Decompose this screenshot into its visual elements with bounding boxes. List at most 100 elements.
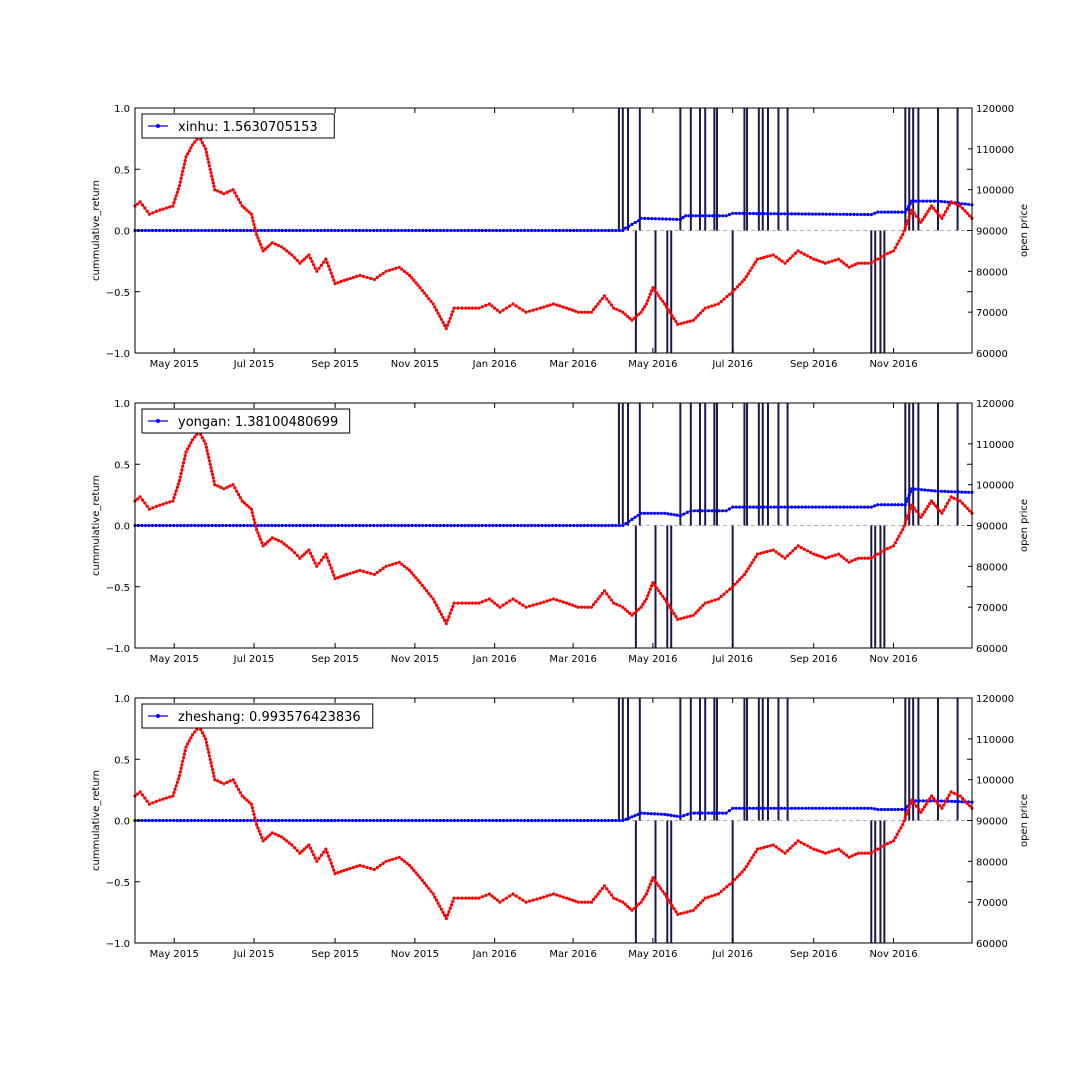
data-point <box>791 549 795 553</box>
data-point <box>724 214 728 218</box>
data-point <box>558 304 562 308</box>
data-point <box>731 806 735 810</box>
data-point <box>280 818 284 823</box>
data-point <box>908 212 913 216</box>
data-point <box>953 490 957 494</box>
data-point <box>906 809 910 813</box>
data-point <box>592 602 596 607</box>
data-point <box>414 871 418 875</box>
data-point <box>713 598 717 602</box>
data-point <box>821 505 825 509</box>
data-point <box>498 228 502 233</box>
data-point <box>899 531 903 535</box>
data-point <box>738 577 742 582</box>
data-point <box>459 818 463 823</box>
data-point <box>182 461 186 465</box>
data-point <box>612 306 616 310</box>
data-point <box>768 549 772 553</box>
data-point <box>924 507 928 511</box>
x-tick-label: May 2016 <box>628 359 677 370</box>
data-point <box>696 811 700 815</box>
data-point <box>960 490 964 494</box>
data-point <box>158 208 162 212</box>
data-point <box>907 205 911 209</box>
data-point <box>607 595 611 599</box>
data-point <box>538 601 543 605</box>
data-point <box>547 523 551 528</box>
data-point <box>319 558 323 562</box>
data-point <box>780 259 784 263</box>
x-tick-label: Jul 2016 <box>711 949 753 960</box>
data-point <box>452 896 456 900</box>
data-point <box>548 303 552 307</box>
data-point <box>308 228 313 233</box>
data-point <box>682 814 686 818</box>
cumulative-return-line-markers <box>133 799 974 823</box>
data-point <box>389 228 393 233</box>
data-point <box>814 806 818 810</box>
data-point <box>558 599 562 603</box>
data-point <box>263 818 267 823</box>
data-point <box>333 872 337 876</box>
data-point <box>903 210 907 214</box>
data-point <box>204 147 208 151</box>
data-point <box>679 912 683 916</box>
x-tick-label: Sep 2016 <box>790 654 837 665</box>
data-point <box>231 483 235 487</box>
data-point <box>636 812 640 817</box>
data-point <box>533 818 537 823</box>
x-tick-label: Mar 2016 <box>549 654 597 665</box>
left-tick-label: −0.5 <box>106 583 130 594</box>
data-point <box>725 295 729 299</box>
data-point <box>688 614 692 618</box>
data-point <box>190 438 195 442</box>
data-point <box>589 818 593 823</box>
data-point <box>533 228 537 233</box>
data-point <box>821 260 825 264</box>
data-point <box>807 505 811 509</box>
data-point <box>802 252 806 256</box>
data-point <box>295 848 299 853</box>
data-point <box>842 851 846 855</box>
data-point <box>511 892 515 896</box>
data-point <box>372 277 376 282</box>
legend-box <box>141 408 351 434</box>
data-point <box>242 523 246 528</box>
x-tick-label: Sep 2016 <box>790 359 837 370</box>
data-point <box>293 551 297 555</box>
x-tick-label: Nov 2016 <box>869 654 917 665</box>
data-point <box>441 615 445 620</box>
data-point <box>890 807 894 812</box>
data-point <box>216 484 220 488</box>
data-point <box>280 523 284 528</box>
data-point <box>211 771 215 775</box>
data-point <box>176 482 180 486</box>
data-point <box>609 303 614 307</box>
data-point <box>400 562 404 566</box>
x-tick-label: Sep 2015 <box>311 654 358 665</box>
data-point <box>862 212 867 217</box>
data-point <box>576 605 580 609</box>
data-point <box>439 612 443 616</box>
data-point <box>725 885 729 889</box>
data-point <box>151 506 155 510</box>
data-point <box>703 306 707 310</box>
data-point <box>150 523 155 528</box>
data-point <box>670 609 674 613</box>
data-point <box>498 900 502 904</box>
data-point <box>477 228 481 233</box>
data-point <box>378 273 382 277</box>
data-point <box>696 509 700 513</box>
data-point <box>402 564 406 568</box>
data-point <box>410 228 414 233</box>
data-point <box>823 261 828 265</box>
data-point <box>301 523 306 528</box>
data-point <box>668 217 672 221</box>
data-point <box>771 253 775 257</box>
x-tick-label: Nov 2016 <box>869 359 917 370</box>
data-point <box>186 523 190 528</box>
data-point <box>897 239 901 243</box>
data-point <box>612 601 616 605</box>
right-tick-label: 120000 <box>976 104 1014 115</box>
